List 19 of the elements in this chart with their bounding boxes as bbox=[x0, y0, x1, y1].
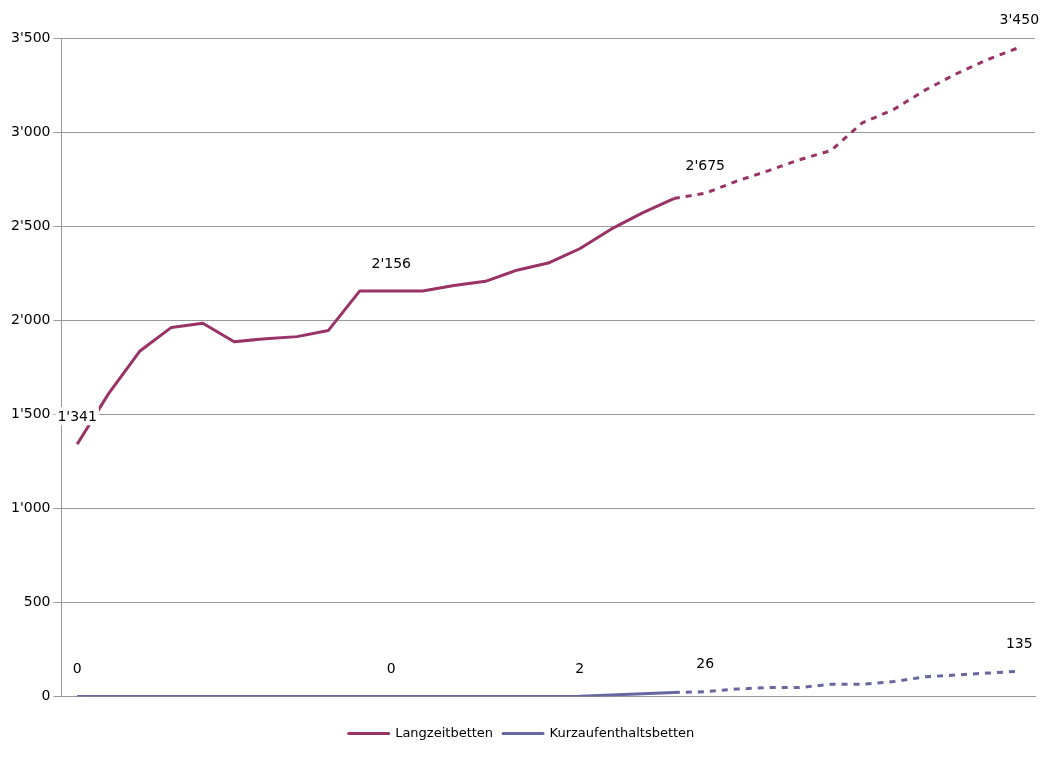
data-label: 0 bbox=[386, 660, 396, 677]
data-label: 3'450 bbox=[999, 11, 1040, 28]
data-label: 0 bbox=[72, 660, 82, 677]
y-tick-label: 2'500 bbox=[10, 216, 51, 233]
legend-label: Langzeitbetten bbox=[395, 724, 494, 740]
y-tick-label: 0 bbox=[41, 687, 51, 704]
data-label: 2 bbox=[575, 659, 585, 676]
data-label: 2'156 bbox=[371, 254, 412, 271]
y-tick-label: 500 bbox=[23, 593, 51, 610]
data-label: 135 bbox=[1005, 634, 1033, 651]
data-label: 1'341 bbox=[57, 407, 97, 424]
y-tick-label: 3'000 bbox=[10, 122, 51, 139]
data-label: 26 bbox=[696, 655, 715, 672]
y-tick-label: 2'000 bbox=[10, 310, 51, 327]
y-tick-label: 1'500 bbox=[10, 404, 51, 421]
legend-label: Kurzaufenthaltsbetten bbox=[549, 724, 695, 740]
data-label: 2'675 bbox=[685, 156, 725, 173]
y-tick-label: 1'000 bbox=[10, 499, 51, 516]
y-tick-label: 3'500 bbox=[10, 28, 51, 45]
